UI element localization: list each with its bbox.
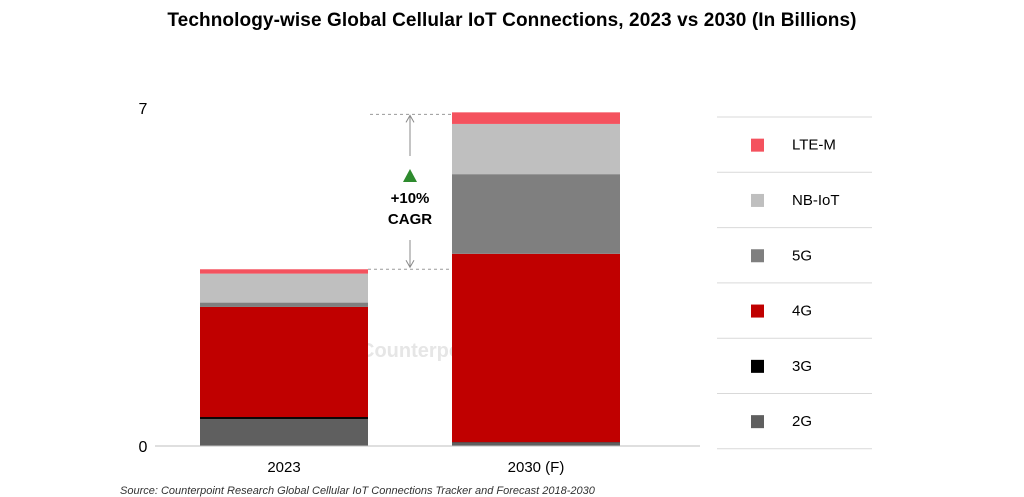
x-category-label: 2023: [267, 459, 300, 476]
legend-swatch-4g: [751, 304, 764, 318]
bar-2030-f-5g: [452, 174, 620, 254]
legend-label-5g: 5G: [792, 247, 812, 264]
bar-2023-nb-iot: [200, 273, 368, 303]
chart-title: Technology-wise Global Cellular IoT Conn…: [167, 10, 857, 31]
legend-label-nb-iot: NB-IoT: [792, 192, 840, 209]
legend-label-lte-m: LTE-M: [792, 137, 836, 154]
legend-swatch-lte-m: [751, 138, 764, 152]
legend-swatch-2g: [751, 415, 764, 429]
arrow-head-top-icon: [405, 114, 415, 123]
bar-2023-4g: [200, 306, 368, 418]
legend-swatch-nb-iot: [751, 193, 764, 207]
legend-swatch-5g: [751, 249, 764, 263]
bar-2023-lte-m: [200, 269, 368, 274]
x-category-label: 2030 (F): [508, 459, 565, 476]
cagr-value: +10%: [391, 190, 430, 207]
bar-2023-2g: [200, 418, 368, 446]
cagr-label: CAGR: [388, 211, 432, 228]
bar-2023-5g: [200, 302, 368, 307]
bar-2030-f-lte-m: [452, 112, 620, 124]
bar-2030-f-nb-iot: [452, 123, 620, 175]
legend-label-2g: 2G: [792, 413, 812, 430]
growth-triangle-icon: [403, 169, 417, 182]
bar-2030-f-4g: [452, 253, 620, 443]
legend-label-3g: 3G: [792, 358, 812, 375]
y-tick-label: 0: [139, 439, 148, 456]
y-tick-label: 7: [139, 101, 148, 118]
bar-2023-3g: [200, 417, 368, 419]
legend-swatch-3g: [751, 359, 764, 373]
bar-2030-f-2g: [452, 442, 620, 446]
arrow-head-bottom-icon: [405, 260, 415, 269]
legend-label-4g: 4G: [792, 303, 812, 320]
source-note: Source: Counterpoint Research Global Cel…: [120, 485, 595, 497]
bar-2030-f-3g: [452, 442, 620, 443]
